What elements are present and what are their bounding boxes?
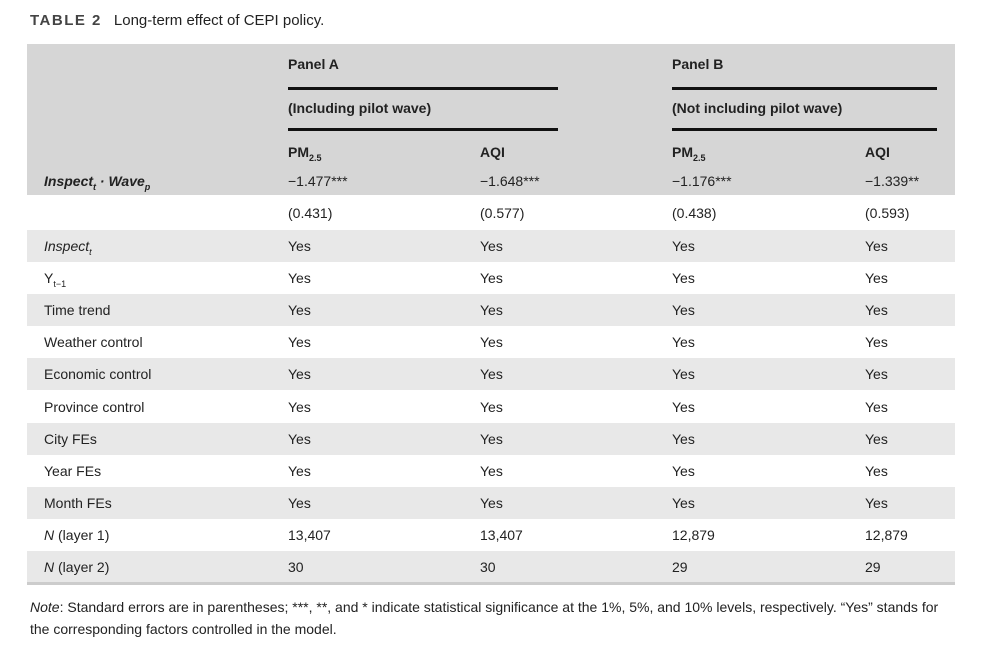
cell: Yes	[288, 494, 311, 511]
panel-b-title: Panel B	[672, 56, 724, 72]
cell: Yes	[288, 430, 311, 447]
panel-b-rule	[672, 87, 937, 90]
cell: −1.339**	[865, 173, 920, 189]
row-label: Economic control	[44, 366, 152, 383]
row-label: City FEs	[44, 430, 97, 447]
cell: Yes	[865, 494, 888, 511]
cell: (0.577)	[480, 205, 525, 221]
table-title: Long-term effect of CEPI policy.	[113, 12, 325, 29]
cell: Yes	[288, 366, 311, 383]
cell: (0.431)	[288, 205, 333, 221]
cell: (0.593)	[865, 205, 910, 221]
cell: 12,879	[672, 526, 715, 543]
table-row: Month FEs Yes Yes Yes Yes	[27, 486, 955, 519]
table-row: Time trend Yes Yes Yes Yes	[27, 294, 955, 327]
row-label: Inspectt	[44, 238, 92, 257]
cell: Yes	[865, 430, 888, 447]
cell: Yes	[672, 238, 695, 254]
panel-a-rule	[288, 87, 558, 90]
cell: Yes	[865, 398, 888, 415]
cell: 30	[480, 559, 496, 575]
cell: 13,407	[288, 526, 331, 543]
col-header-2: AQI	[480, 144, 505, 160]
panel-a-subtitle: (Including pilot wave)	[288, 100, 432, 116]
bottom-rule	[27, 582, 955, 585]
cell: −1.648***	[480, 173, 540, 189]
cell: Yes	[288, 398, 311, 415]
cell: Yes	[288, 302, 311, 319]
row-label: Time trend	[44, 302, 111, 319]
cell: Yes	[672, 334, 695, 351]
cell: Yes	[672, 398, 695, 415]
cell: Yes	[672, 494, 695, 511]
cell: Yes	[480, 270, 503, 287]
cell: Yes	[672, 302, 695, 319]
col-header-1: PM2.5	[288, 144, 322, 163]
cell: Yes	[480, 398, 503, 415]
row-label: Inspectt · Wavep	[44, 173, 151, 192]
row-label: Yt−1	[44, 270, 67, 289]
cell: Yes	[480, 366, 503, 383]
cell: Yes	[865, 238, 888, 254]
table-row: Weather control Yes Yes Yes Yes	[27, 326, 955, 358]
row-label: Year FEs	[44, 462, 102, 479]
panel-b-subtitle: (Not including pilot wave)	[672, 100, 843, 116]
table-row: Province control Yes Yes Yes Yes	[27, 391, 955, 423]
cell: Yes	[480, 334, 503, 351]
table-row: N (layer 2) 30 30 29 29	[27, 551, 955, 583]
col-header-4: AQI	[865, 144, 890, 160]
cell: Yes	[865, 302, 888, 319]
table-row-se: (0.431) (0.577) (0.438) (0.593)	[27, 197, 955, 229]
cell: Yes	[480, 462, 503, 479]
row-label: N (layer 2)	[44, 559, 110, 575]
row-label: Month FEs	[44, 494, 112, 511]
panel-a-title: Panel A	[288, 56, 339, 72]
cell: Yes	[288, 238, 311, 254]
panel-b-rule-2	[672, 128, 937, 131]
cell: Yes	[865, 366, 888, 383]
table-label: TABLE 2	[30, 12, 102, 29]
cell: Yes	[288, 462, 311, 479]
table-row: Inspectt Yes Yes Yes Yes	[27, 230, 955, 262]
table-row: Yt−1 Yes Yes Yes Yes	[27, 262, 955, 294]
table-row: City FEs Yes Yes Yes Yes	[27, 422, 955, 455]
table-row: Year FEs Yes Yes Yes Yes	[27, 455, 955, 487]
table-caption: TABLE 2 Long-term effect of CEPI policy.	[30, 12, 324, 29]
cell: −1.176***	[672, 173, 732, 189]
panel-a-rule-2	[288, 128, 558, 131]
cell: Yes	[672, 366, 695, 383]
table-row: N (layer 1) 13,407 13,407 12,879 12,879	[27, 519, 955, 551]
row-label: Weather control	[44, 334, 143, 351]
cell: Yes	[288, 334, 311, 351]
col-header-3: PM2.5	[672, 144, 706, 163]
cell: 13,407	[480, 526, 523, 543]
cell: 29	[672, 559, 688, 575]
row-label: Province control	[44, 398, 145, 415]
cell: Yes	[480, 494, 503, 511]
table-header: Panel A (Including pilot wave) Panel B (…	[27, 44, 955, 195]
cell: 29	[865, 559, 881, 575]
table-note: Note: Standard errors are in parentheses…	[30, 599, 939, 637]
cell: (0.438)	[672, 205, 717, 221]
cell: Yes	[672, 270, 695, 287]
cell: Yes	[480, 302, 503, 319]
cell: Yes	[672, 430, 695, 447]
cell: 30	[288, 559, 304, 575]
cell: 12,879	[865, 526, 908, 543]
cell: Yes	[865, 334, 888, 351]
cell: Yes	[865, 270, 888, 287]
table-row: Economic control Yes Yes Yes Yes	[27, 358, 955, 391]
cell: −1.477***	[288, 173, 348, 189]
cell: Yes	[480, 430, 503, 447]
table-row-coef: Inspectt · Wavep −1.477*** −1.648*** −1.…	[27, 165, 955, 197]
row-label: N (layer 1)	[44, 526, 110, 543]
cell: Yes	[672, 462, 695, 479]
cell: Yes	[865, 462, 888, 479]
cell: Yes	[480, 238, 503, 254]
cell: Yes	[288, 270, 311, 287]
